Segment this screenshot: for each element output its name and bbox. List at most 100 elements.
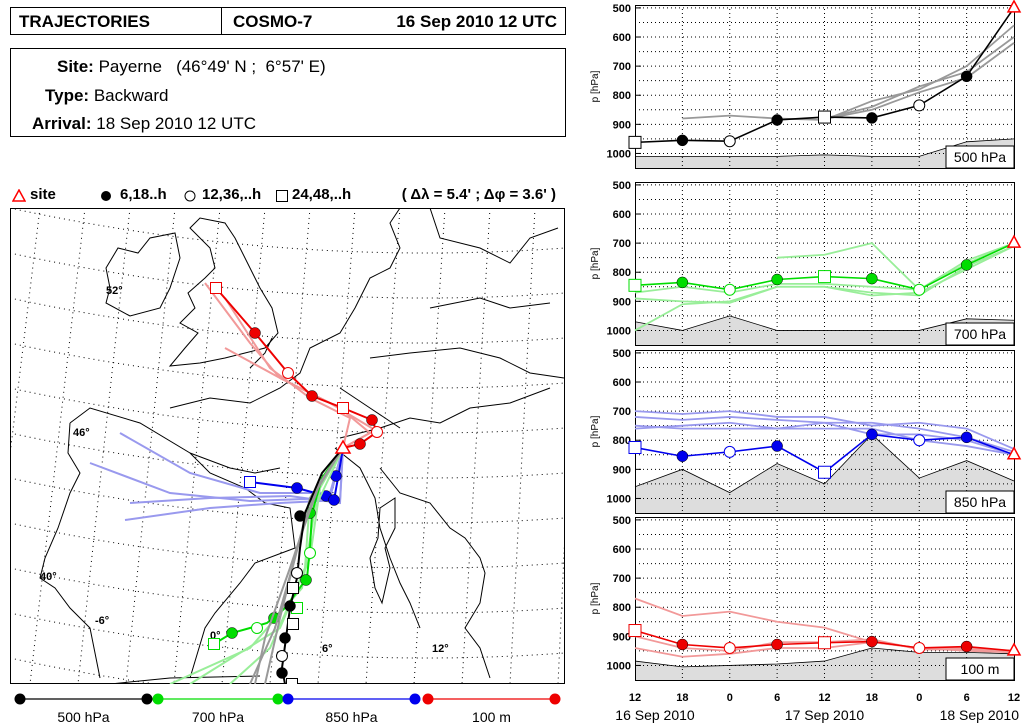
open-data-point — [723, 135, 736, 148]
y-axis-label: p [hPa] — [590, 247, 601, 279]
site-value: Payerne (46°49' N ; 6°57' E) — [98, 57, 326, 76]
panel-850-hpa: 500 600 700 800 900 1000 p [hPa] 850 hPa — [590, 348, 1022, 514]
lat-label-52: 52° — [106, 285, 123, 297]
type-value: Backward — [93, 86, 169, 105]
panel-title: 500 hPa — [954, 149, 1006, 165]
ensemble-series-line — [634, 242, 1015, 294]
date-label: 16 Sep 2010 — [615, 707, 695, 723]
arrival-value: 18 Sep 2010 12 UTC — [96, 114, 256, 133]
legend-label: 850 hPa — [325, 709, 377, 725]
square-time-marker — [287, 618, 299, 630]
date-label: 17 Sep 2010 — [785, 707, 865, 723]
ensemble-series-line — [682, 24, 1015, 121]
y-tick-label: 500 — [613, 180, 631, 192]
open-time-marker — [251, 622, 263, 634]
map-axis-labels: 52° 46° 40° -6° 0° 6° 12° — [40, 285, 449, 655]
topography-area — [635, 647, 1014, 680]
legend-label: 100 m — [472, 709, 511, 725]
panel-100-m: 500 600 700 800 900 1000 p [hPa] 100 m — [590, 515, 1022, 681]
panel-title-box — [945, 657, 1015, 681]
filled-time-marker — [306, 390, 318, 402]
panel-frame — [635, 182, 1015, 346]
y-tick-label: 900 — [613, 464, 631, 476]
y-tick-label: 1000 — [607, 325, 631, 337]
ensemble-series-line — [634, 597, 1015, 652]
x-tick-label: 0 — [727, 692, 733, 704]
open-time-marker — [371, 426, 383, 438]
topography-outline — [634, 433, 1015, 494]
filled-time-marker — [249, 327, 261, 339]
legend-label: 500 hPa — [57, 709, 109, 725]
filled-time-marker — [328, 494, 340, 506]
square-time-marker — [210, 282, 222, 294]
x-tick-label: 12 — [818, 692, 830, 704]
x-tick-label: 12 — [629, 692, 641, 704]
x-tick-label: 18 — [866, 692, 878, 704]
latitude-gridline — [10, 477, 565, 524]
panel-title: 100 m — [961, 661, 1000, 677]
open-data-point — [913, 641, 926, 654]
filled-time-marker — [366, 414, 378, 426]
open-data-point — [723, 445, 736, 458]
ensemble-series-line — [634, 410, 1015, 450]
panel-frame — [635, 5, 1015, 169]
open-data-point — [913, 283, 926, 296]
ensemble-series-line — [634, 245, 1015, 304]
filled-data-point — [960, 70, 973, 83]
square-time-marker — [244, 476, 256, 488]
panel-700-hpa: 500 600 700 800 900 1000 p [hPa] 700 hPa — [590, 180, 1022, 346]
ensemble-series-line — [824, 36, 1015, 120]
filled-time-marker — [354, 438, 366, 450]
square-data-point — [628, 135, 642, 149]
title-separator — [221, 8, 222, 34]
filled-data-point — [771, 114, 783, 126]
grid-resolution: ( Δλ = 5.4' ; Δφ = 3.6' ) — [401, 186, 556, 203]
x-tick-label: 12 — [1008, 692, 1020, 704]
open-time-marker — [276, 650, 288, 662]
panel-title-box — [945, 322, 1015, 346]
panel-frame — [635, 350, 1015, 514]
x-tick-label: 18 — [676, 692, 688, 704]
site-triangle-icon — [1006, 642, 1022, 656]
legend-open-label: 12,36,..h — [202, 186, 262, 203]
lon-label-6: 6° — [322, 643, 333, 655]
site-triangle-icon — [334, 439, 352, 454]
filled-time-marker — [284, 600, 296, 612]
chart-title: TRAJECTORIES — [19, 12, 150, 31]
legend-endpoint-dot — [409, 693, 421, 705]
title-box: TRAJECTORIES COSMO-7 16 Sep 2010 12 UTC — [10, 7, 566, 35]
type-row: Type: Backward — [45, 86, 168, 106]
latitude-gridline — [10, 522, 565, 569]
x-tick-label: 6 — [964, 692, 970, 704]
filled-time-marker — [291, 482, 303, 494]
y-tick-label: 600 — [613, 209, 631, 221]
square-data-point — [818, 110, 831, 124]
lon-label-12: 12° — [432, 643, 449, 655]
square-time-marker — [287, 582, 299, 594]
traj-500 — [249, 447, 344, 684]
legend-endpoint-dot — [282, 693, 294, 705]
legend-filled-label: 6,18..h — [120, 186, 167, 203]
topography-area — [635, 434, 1014, 513]
date-label: 18 Sep 2010 — [940, 707, 1020, 723]
square-time-marker — [286, 678, 298, 684]
square-data-point — [628, 278, 642, 292]
legend-site-label: site — [30, 186, 56, 203]
ensemble-series-line — [824, 42, 1015, 120]
site-triangle-icon — [1006, 0, 1022, 13]
lon-label-minus6: -6° — [95, 615, 109, 627]
topography-area — [635, 138, 1014, 168]
filled-time-marker — [279, 632, 291, 644]
level-legend: 500 hPa 700 hPa 850 hPa 100 m — [14, 693, 561, 725]
filled-data-point — [866, 112, 878, 124]
arrival-row: Arrival: 18 Sep 2010 12 UTC — [32, 114, 256, 134]
y-tick-label: 600 — [613, 32, 631, 44]
x-tick-label: 6 — [774, 692, 780, 704]
square-data-point — [818, 465, 831, 479]
legend-square-label: 24,48,..h — [292, 186, 352, 203]
traj-100m — [204, 282, 383, 450]
filled-data-point — [866, 272, 878, 285]
open-circle-icon — [184, 190, 196, 202]
y-axis-label: p [hPa] — [590, 415, 601, 447]
legend-item-500-hpa: 500 hPa — [14, 693, 153, 725]
